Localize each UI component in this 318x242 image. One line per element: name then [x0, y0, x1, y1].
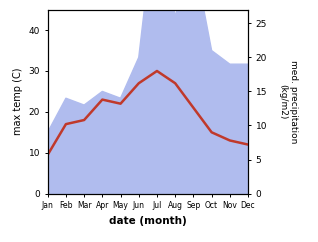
Y-axis label: med. precipitation
(kg/m2): med. precipitation (kg/m2) [278, 60, 298, 143]
X-axis label: date (month): date (month) [109, 216, 187, 226]
Y-axis label: max temp (C): max temp (C) [13, 68, 23, 135]
